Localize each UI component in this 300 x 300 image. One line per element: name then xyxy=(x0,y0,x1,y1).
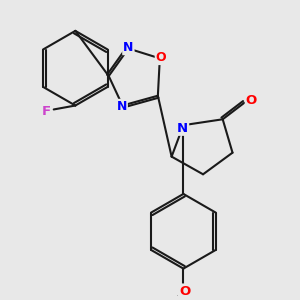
Text: O: O xyxy=(179,284,190,298)
Text: O: O xyxy=(156,51,166,64)
Text: N: N xyxy=(123,41,134,54)
Text: O: O xyxy=(246,94,257,107)
Text: F: F xyxy=(41,105,50,118)
Text: N: N xyxy=(116,100,127,113)
Text: N: N xyxy=(177,122,188,135)
